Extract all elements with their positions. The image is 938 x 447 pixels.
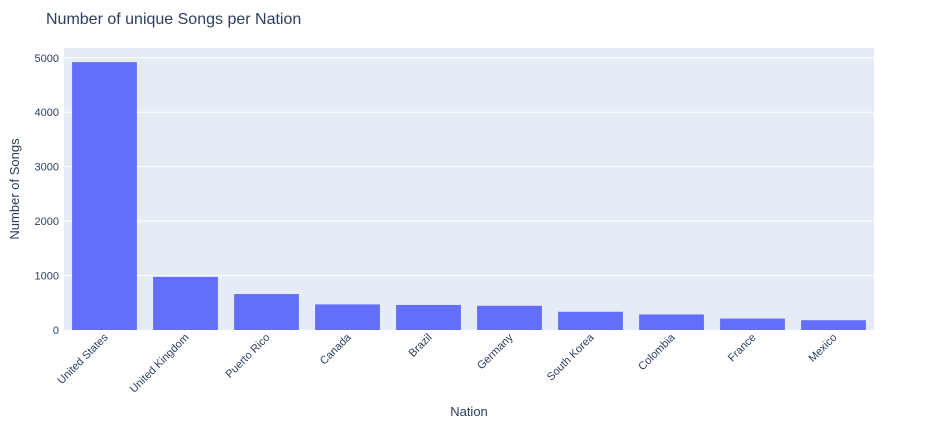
x-tick-label: Colombia — [636, 331, 678, 373]
bar — [639, 314, 704, 330]
x-tick-label: Germany — [475, 331, 516, 372]
chart-title: Number of unique Songs per Nation — [46, 11, 301, 28]
x-tick-label: South Korea — [545, 331, 597, 383]
bar — [315, 304, 380, 330]
x-tick-label: Canada — [318, 331, 354, 367]
x-tick-label: United Kingdom — [128, 332, 192, 396]
y-tick-label: 2000 — [35, 216, 59, 228]
y-tick-label: 5000 — [35, 53, 59, 65]
bar — [801, 320, 866, 330]
y-tick-label: 4000 — [35, 107, 59, 119]
x-tick-label: United States — [55, 331, 111, 387]
bar — [477, 305, 542, 330]
y-tick-label: 0 — [53, 325, 59, 337]
x-tick-label: Mexico — [806, 332, 839, 365]
x-tick-label: Puerto Rico — [223, 332, 272, 381]
bar — [234, 294, 299, 330]
y-axis-title: Number of Songs — [7, 138, 22, 240]
x-tick-label: France — [726, 332, 759, 365]
x-axis-title: Nation — [450, 404, 488, 419]
y-tick-label: 1000 — [35, 271, 59, 283]
bar — [558, 311, 623, 330]
bar — [720, 318, 785, 330]
bar — [153, 276, 218, 330]
y-axis-ticks: 0 1000 2000 3000 4000 5000 — [35, 53, 59, 337]
bar — [396, 304, 461, 330]
bar — [72, 62, 137, 330]
x-tick-label: Brazil — [407, 332, 435, 360]
grid-lines — [64, 57, 874, 277]
x-axis-ticks: United States United Kingdom Puerto Rico Ca… — [55, 331, 839, 395]
y-tick-label: 3000 — [35, 162, 59, 174]
bars — [72, 62, 866, 330]
